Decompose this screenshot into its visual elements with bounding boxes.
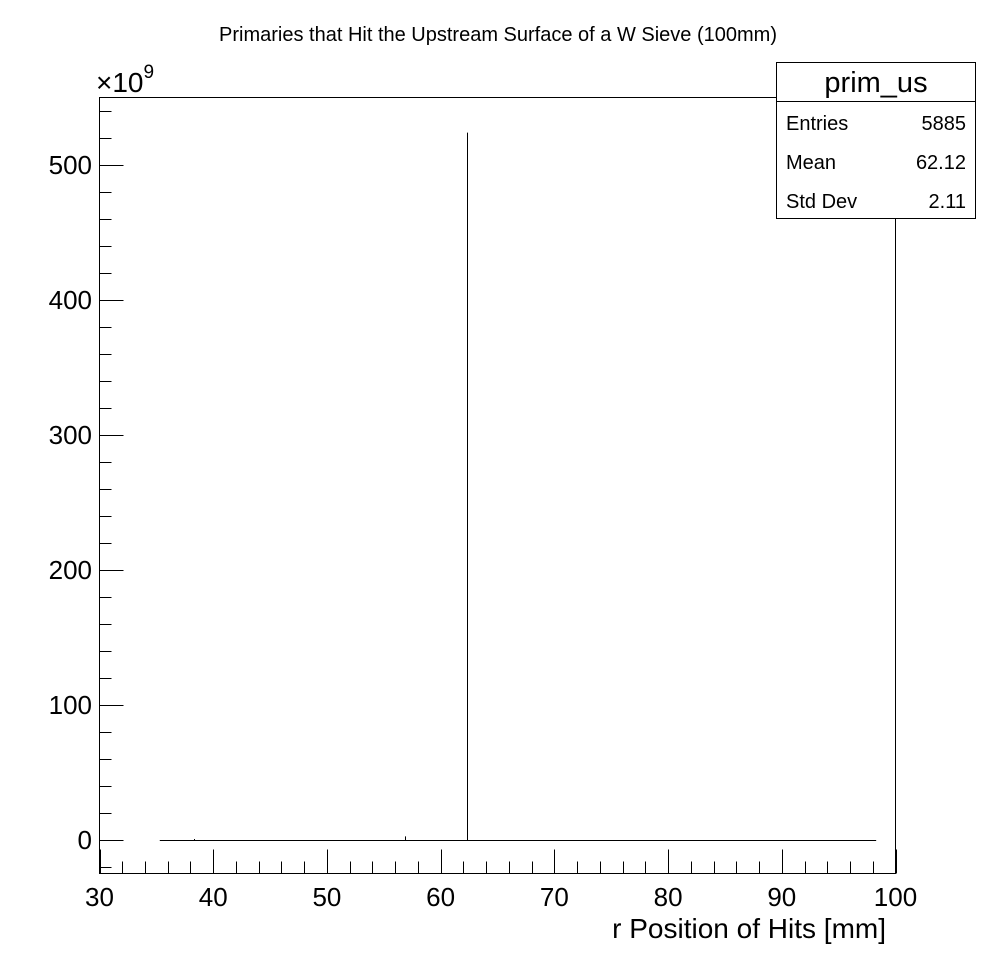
histogram-bins bbox=[159, 132, 877, 841]
stats-entries-label: Entries bbox=[786, 113, 848, 135]
x-axis-title: r Position of Hits [mm] bbox=[612, 913, 886, 944]
stats-mean-label: Mean bbox=[786, 152, 836, 174]
y-tick-label: 200 bbox=[49, 555, 92, 585]
x-tick-label: 100 bbox=[874, 882, 917, 912]
x-tick-label: 50 bbox=[312, 882, 341, 912]
x-tick-label: 70 bbox=[540, 882, 569, 912]
stats-mean-value: 62.12 bbox=[916, 152, 966, 174]
y-tick-label: 500 bbox=[49, 150, 92, 180]
y-tick-label: 400 bbox=[49, 285, 92, 315]
x-tick-label: 60 bbox=[426, 882, 455, 912]
x-tick-label: 80 bbox=[654, 882, 683, 912]
y-tick-label: 100 bbox=[49, 690, 92, 720]
stats-box-title: prim_us bbox=[824, 67, 927, 99]
x-tick-label: 90 bbox=[767, 882, 796, 912]
stats-box: prim_us Entries 5885 Mean 62.12 Std Dev … bbox=[776, 62, 976, 219]
x-tick-label: 30 bbox=[85, 882, 114, 912]
x-axis: 30 40 50 60 70 80 90 100 bbox=[85, 849, 917, 912]
x-tick-label: 40 bbox=[199, 882, 228, 912]
chart-title: Primaries that Hit the Upstream Surface … bbox=[219, 24, 777, 46]
y-tick-label: 0 bbox=[78, 825, 92, 855]
y-axis: 0 100 200 300 400 500 bbox=[49, 111, 124, 868]
y-exponent-label: ×109 bbox=[96, 62, 154, 98]
y-tick-label: 300 bbox=[49, 420, 92, 450]
stats-entries-value: 5885 bbox=[922, 113, 967, 135]
stats-stddev-value: 2.11 bbox=[929, 191, 966, 213]
stats-box-frame bbox=[776, 62, 976, 219]
stats-stddev-label: Std Dev bbox=[786, 191, 857, 213]
plot-frame bbox=[99, 97, 896, 874]
